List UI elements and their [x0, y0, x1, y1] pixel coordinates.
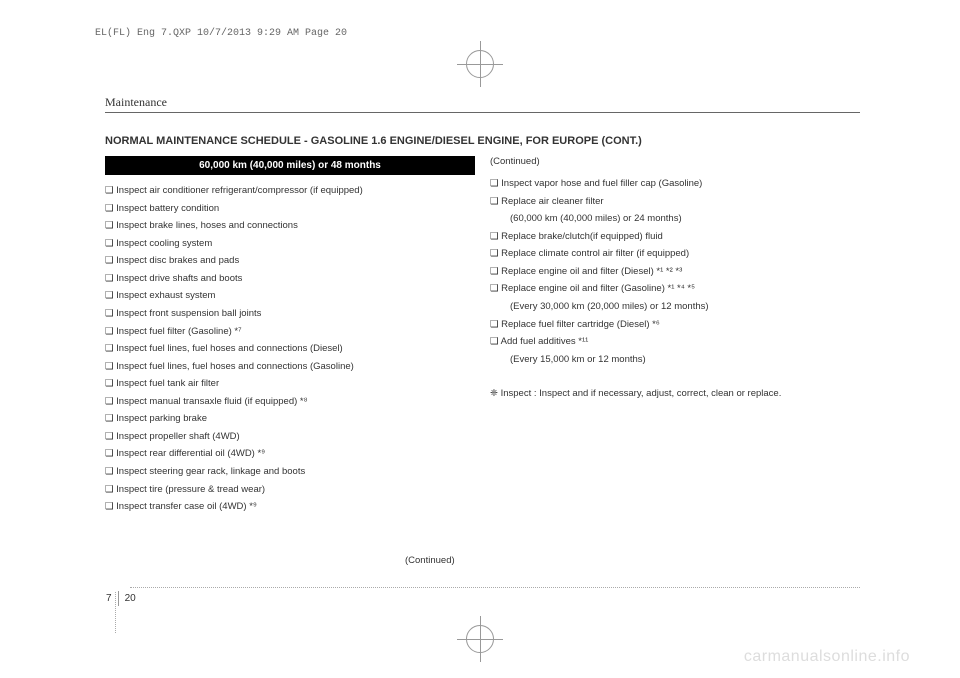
- maintenance-item: ❑ Inspect rear differential oil (4WD) *⁹: [105, 445, 485, 463]
- right-column: (Continued) ❑ Inspect vapor hose and fue…: [490, 156, 860, 401]
- maintenance-item: ❑ Inspect brake lines, hoses and connect…: [105, 217, 485, 235]
- maintenance-item: ❑ Inspect tire (pressure & tread wear): [105, 481, 485, 499]
- maintenance-item-detail: (Every 30,000 km (20,000 miles) or 12 mo…: [490, 298, 860, 316]
- maintenance-item: ❑ Replace engine oil and filter (Diesel)…: [490, 263, 860, 281]
- header-rule: [105, 112, 860, 113]
- maintenance-item: ❑ Inspect air conditioner refrigerant/co…: [105, 182, 485, 200]
- inspect-note: ❈ Inspect : Inspect and if necessary, ad…: [490, 386, 860, 401]
- page-number-box: 7 20: [100, 591, 142, 606]
- maintenance-item: ❑ Add fuel additives *¹¹: [490, 333, 860, 351]
- maintenance-item: ❑ Replace brake/clutch(if equipped) flui…: [490, 228, 860, 246]
- maintenance-item: ❑ Inspect front suspension ball joints: [105, 305, 485, 323]
- maintenance-item: ❑ Inspect transfer case oil (4WD) *⁹: [105, 498, 485, 516]
- maintenance-item: ❑ Inspect battery condition: [105, 200, 485, 218]
- main-title: NORMAL MAINTENANCE SCHEDULE - GASOLINE 1…: [105, 135, 642, 147]
- maintenance-item: ❑ Inspect fuel lines, fuel hoses and con…: [105, 340, 485, 358]
- schedule-header: 60,000 km (40,000 miles) or 48 months: [105, 156, 475, 175]
- maintenance-item: ❑ Inspect vapor hose and fuel filler cap…: [490, 175, 860, 193]
- maintenance-item: ❑ Inspect fuel lines, fuel hoses and con…: [105, 358, 485, 376]
- maintenance-item: ❑ Inspect exhaust system: [105, 287, 485, 305]
- maintenance-item: ❑ Inspect disc brakes and pads: [105, 252, 485, 270]
- maintenance-item: ❑ Replace climate control air filter (if…: [490, 245, 860, 263]
- maintenance-item: ❑ Inspect fuel filter (Gasoline) *⁷: [105, 323, 485, 341]
- maintenance-item: ❑ Inspect drive shafts and boots: [105, 270, 485, 288]
- dotted-rule-horizontal: [130, 587, 860, 588]
- watermark: carmanualsonline.info: [744, 648, 910, 666]
- maintenance-item: ❑ Inspect manual transaxle fluid (if equ…: [105, 393, 485, 411]
- maintenance-item: ❑ Inspect parking brake: [105, 410, 485, 428]
- crop-mark-bottom: [466, 625, 494, 653]
- page-number: 20: [119, 591, 142, 606]
- left-column: ❑ Inspect air conditioner refrigerant/co…: [105, 182, 485, 516]
- maintenance-item-detail: (Every 15,000 km or 12 months): [490, 351, 860, 369]
- crop-mark-top: [466, 50, 494, 78]
- page-header-text: EL(FL) Eng 7.QXP 10/7/2013 9:29 AM Page …: [95, 28, 347, 39]
- maintenance-item: ❑ Replace fuel filter cartridge (Diesel)…: [490, 316, 860, 334]
- chapter-number: 7: [100, 591, 119, 606]
- section-header: Maintenance: [105, 95, 167, 110]
- continued-label-top: (Continued): [490, 156, 860, 167]
- maintenance-item: ❑ Replace air cleaner filter: [490, 193, 860, 211]
- maintenance-item: ❑ Replace engine oil and filter (Gasolin…: [490, 280, 860, 298]
- continued-label-bottom: (Continued): [405, 555, 455, 566]
- maintenance-item: ❑ Inspect cooling system: [105, 235, 485, 253]
- maintenance-item: ❑ Inspect fuel tank air filter: [105, 375, 485, 393]
- maintenance-item: ❑ Inspect propeller shaft (4WD): [105, 428, 485, 446]
- maintenance-item-detail: (60,000 km (40,000 miles) or 24 months): [490, 210, 860, 228]
- maintenance-item: ❑ Inspect steering gear rack, linkage an…: [105, 463, 485, 481]
